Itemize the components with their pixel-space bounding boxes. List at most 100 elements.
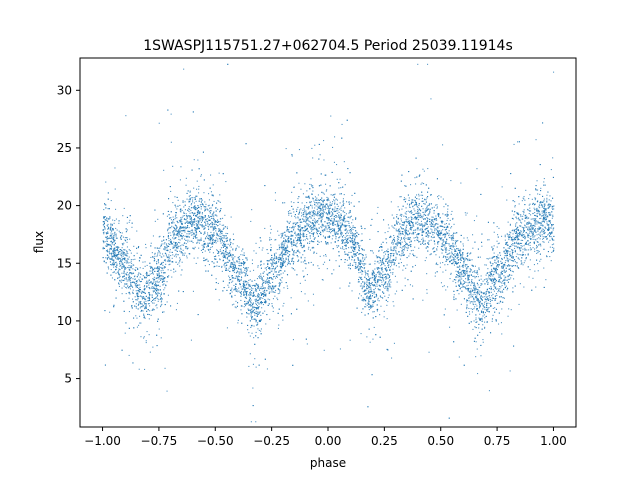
data-point (537, 220, 539, 222)
data-point (255, 318, 257, 320)
data-point (218, 200, 220, 202)
data-point (168, 240, 170, 242)
data-point (192, 242, 194, 244)
data-point (393, 262, 395, 264)
data-point (184, 238, 186, 240)
data-point (140, 310, 142, 312)
data-point (489, 272, 491, 274)
data-point (540, 187, 542, 189)
data-point (333, 161, 335, 163)
data-point (271, 303, 273, 305)
data-point (476, 291, 478, 293)
data-point (240, 269, 242, 271)
data-point (475, 303, 477, 305)
data-point (281, 247, 283, 249)
data-point (368, 291, 370, 293)
data-point (111, 254, 113, 256)
data-point (487, 298, 489, 300)
data-point (158, 281, 160, 283)
data-point (508, 237, 510, 239)
data-point (166, 301, 168, 303)
data-point (467, 252, 469, 254)
data-point (518, 254, 520, 256)
data-point (354, 267, 356, 269)
data-point (528, 198, 530, 200)
data-point (160, 304, 162, 306)
data-point (117, 258, 119, 260)
data-point (538, 250, 540, 252)
data-point (361, 311, 363, 313)
data-point (237, 319, 239, 321)
data-point (381, 267, 383, 269)
data-point (336, 232, 338, 234)
data-point (452, 217, 454, 219)
data-point (474, 291, 476, 293)
data-point (249, 353, 251, 355)
data-point (548, 233, 550, 235)
data-point (351, 227, 353, 229)
data-point (218, 230, 220, 232)
data-point (220, 253, 222, 255)
data-point (306, 202, 308, 204)
data-point (257, 314, 259, 316)
data-point (381, 268, 383, 270)
data-point (172, 246, 174, 248)
data-point (420, 194, 422, 196)
data-point (448, 243, 450, 245)
data-point (276, 249, 278, 251)
data-point (544, 208, 546, 210)
data-point (530, 227, 532, 229)
data-point (457, 240, 459, 242)
data-point (396, 244, 398, 246)
data-point (390, 201, 392, 203)
data-point (509, 255, 511, 257)
data-point (384, 295, 386, 297)
data-point (158, 299, 160, 301)
data-point (107, 238, 109, 240)
data-point (250, 294, 252, 296)
data-point (509, 265, 511, 267)
data-point (364, 282, 366, 284)
data-point (195, 229, 197, 231)
data-point (552, 214, 554, 216)
data-point (210, 240, 212, 242)
data-point (347, 264, 349, 266)
data-point (218, 299, 220, 301)
data-point (378, 274, 380, 276)
data-point (210, 217, 212, 219)
data-point (472, 234, 474, 236)
data-point (358, 245, 360, 247)
data-point (200, 221, 202, 223)
data-point (327, 236, 329, 238)
data-point (149, 288, 151, 290)
data-point (529, 194, 531, 196)
data-point (370, 277, 372, 279)
data-point (333, 199, 335, 201)
data-point (197, 241, 199, 243)
data-point (156, 284, 158, 286)
data-point (411, 202, 413, 204)
data-point (349, 211, 351, 213)
data-point (123, 272, 125, 274)
data-point (200, 175, 202, 177)
data-point (416, 234, 418, 236)
data-point (184, 231, 186, 233)
data-point (421, 242, 423, 244)
data-point (196, 215, 198, 217)
data-point (162, 269, 164, 271)
data-point (274, 263, 276, 265)
data-point (234, 266, 236, 268)
data-point (309, 183, 311, 185)
data-point (246, 301, 248, 303)
data-point (281, 232, 283, 234)
data-point (260, 264, 262, 266)
data-point (287, 221, 289, 223)
data-point (269, 299, 271, 301)
data-point (415, 202, 417, 204)
data-point (189, 230, 191, 232)
data-point (403, 199, 405, 201)
data-point (350, 215, 352, 217)
data-point (404, 240, 406, 242)
data-point (184, 252, 186, 254)
data-point (132, 298, 134, 300)
